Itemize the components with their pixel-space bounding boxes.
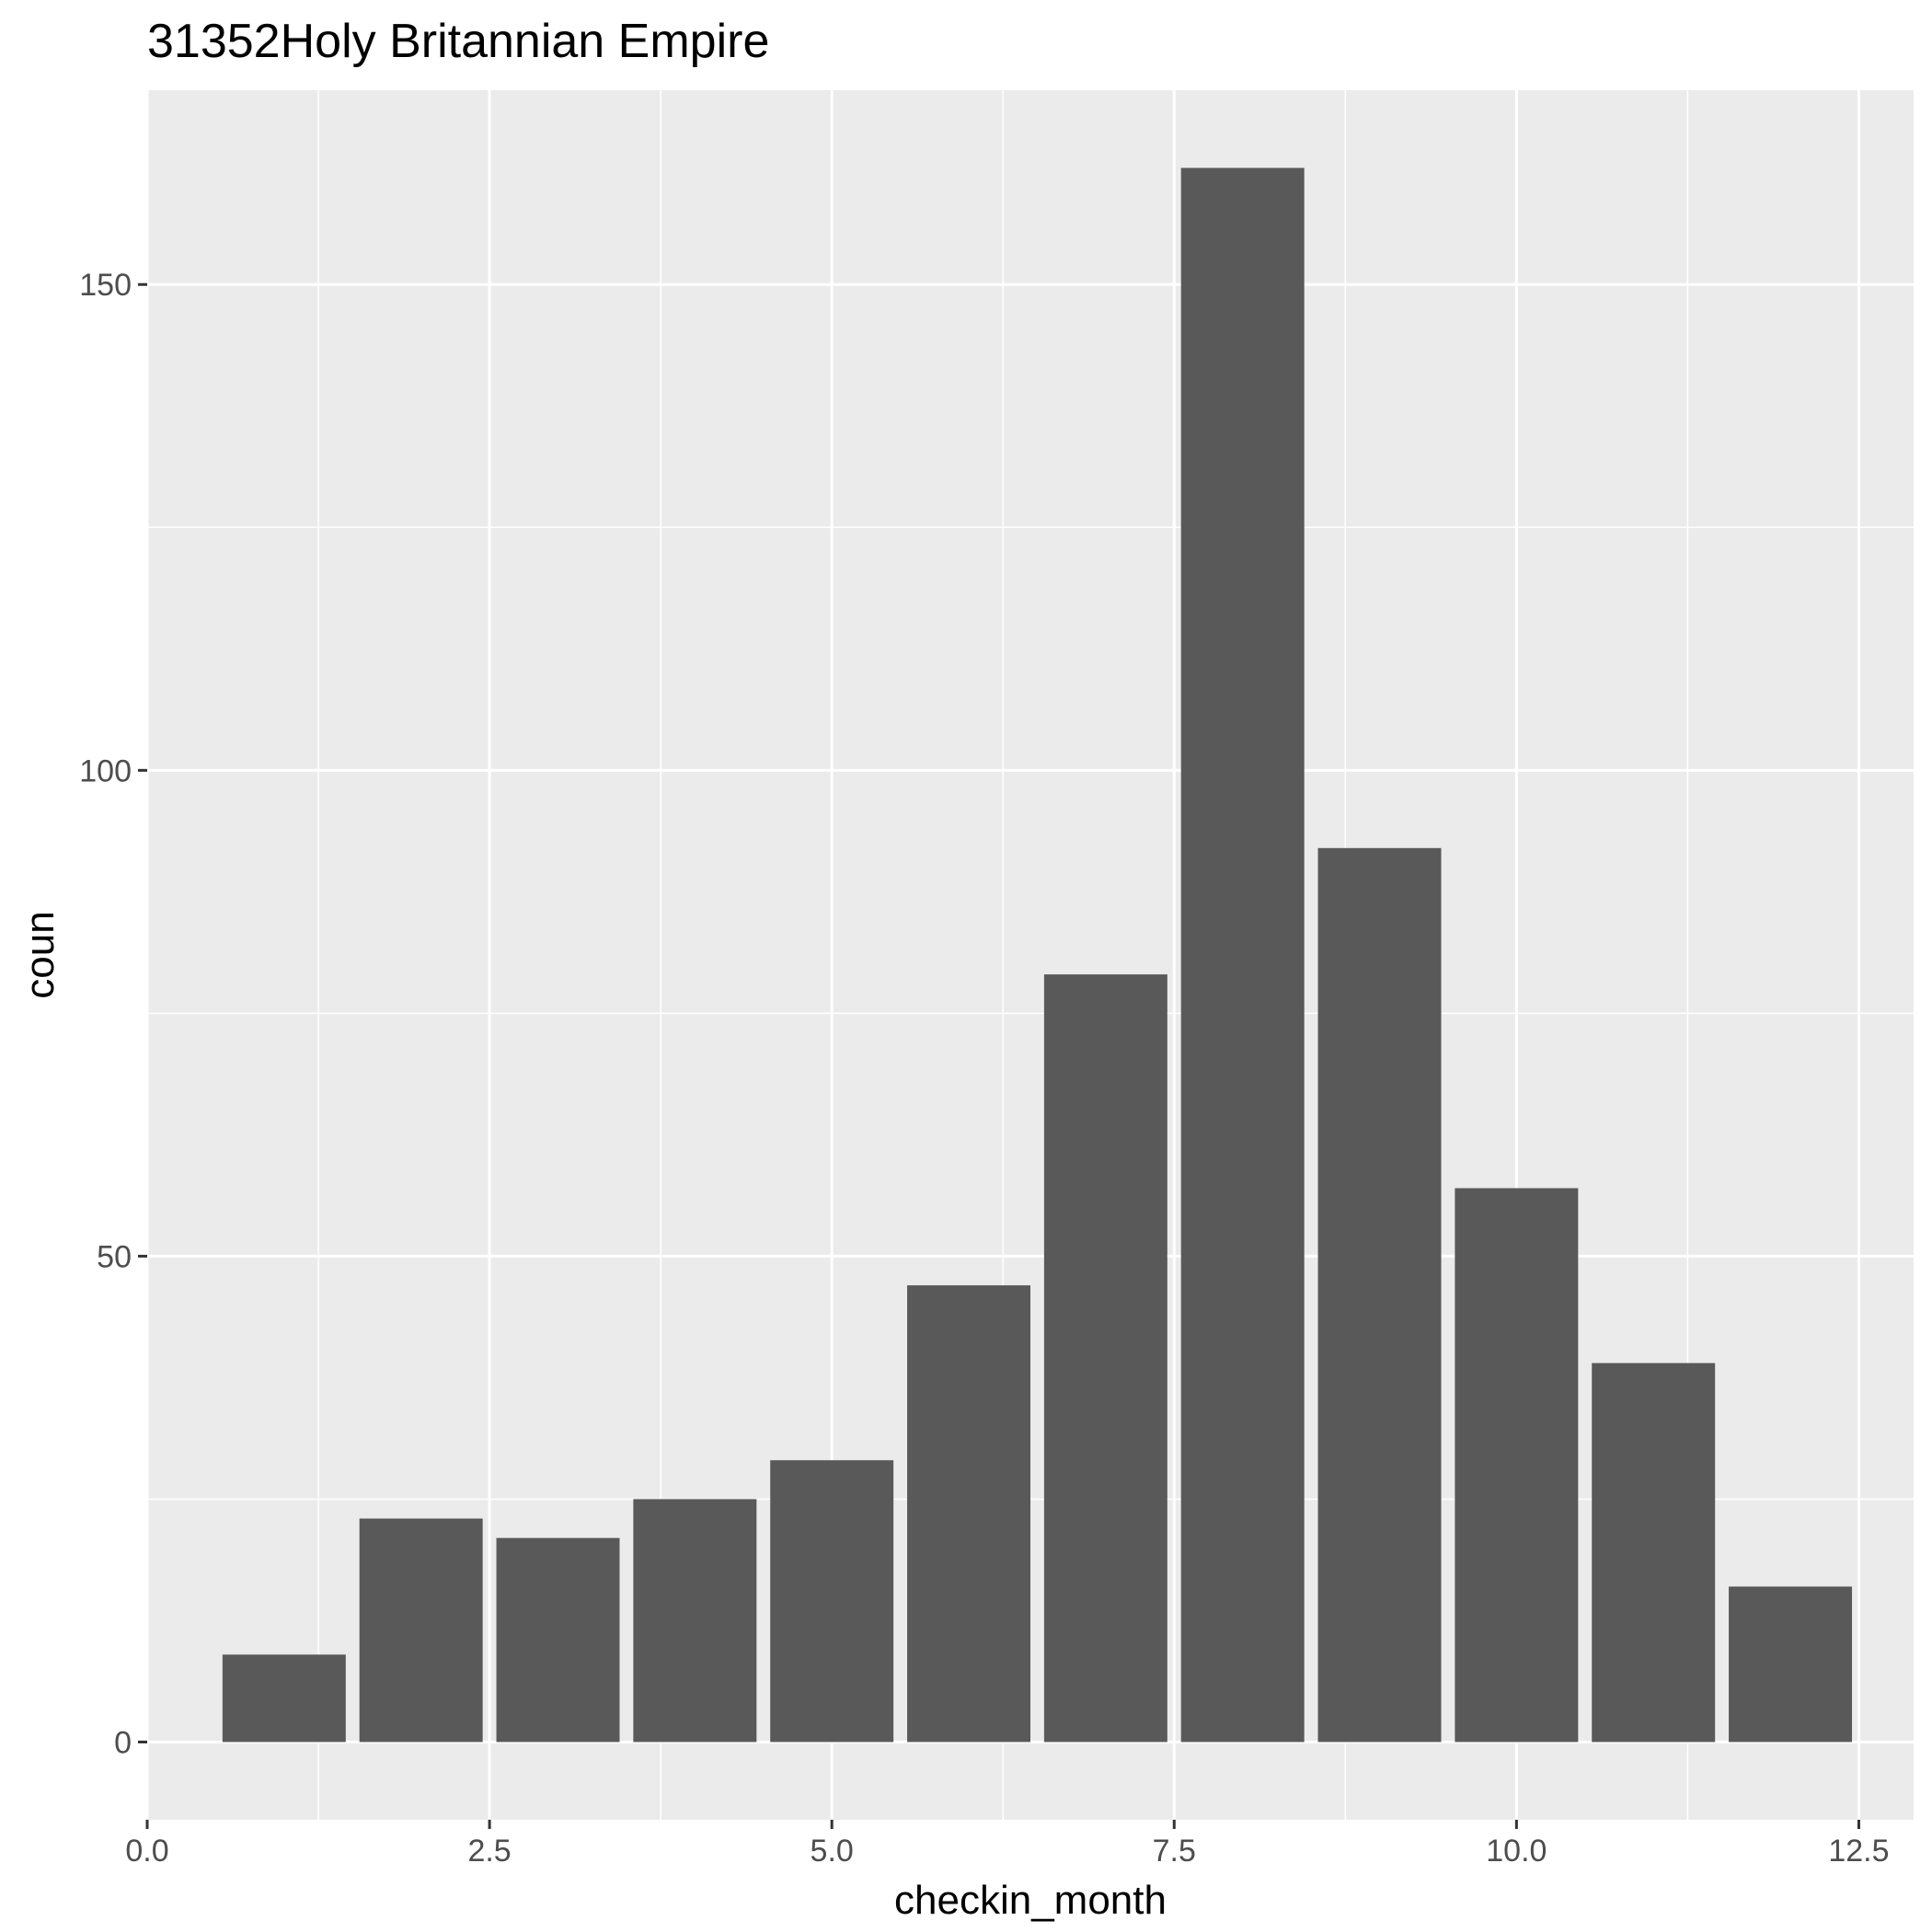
x-tick-label: 0.0 bbox=[125, 1834, 168, 1869]
x-tick-label: 10.0 bbox=[1486, 1834, 1547, 1869]
y-tick-label: 50 bbox=[97, 1239, 132, 1274]
x-tick-label: 2.5 bbox=[467, 1834, 511, 1869]
x-tick-label: 7.5 bbox=[1153, 1834, 1196, 1869]
bar-month-4 bbox=[633, 1499, 757, 1742]
y-tick-label: 150 bbox=[79, 268, 132, 303]
x-tick-label: 12.5 bbox=[1828, 1834, 1889, 1869]
y-tick-label: 0 bbox=[114, 1726, 132, 1761]
bar-month-6 bbox=[907, 1285, 1030, 1742]
bar-month-7 bbox=[1043, 974, 1167, 1742]
y-tick-label: 100 bbox=[79, 753, 132, 788]
bar-month-10 bbox=[1455, 1188, 1579, 1742]
bar-month-5 bbox=[770, 1460, 894, 1742]
chart-title: 31352Holy Britannian Empire bbox=[147, 15, 769, 68]
bar-month-3 bbox=[496, 1537, 620, 1742]
bar-month-1 bbox=[222, 1654, 346, 1742]
bar-month-8 bbox=[1180, 167, 1305, 1742]
bar-month-12 bbox=[1729, 1586, 1853, 1742]
y-axis-title: coun bbox=[17, 911, 63, 998]
y-axis: 0 50 100 150 bbox=[79, 268, 147, 1761]
bar-month-2 bbox=[359, 1518, 483, 1742]
x-axis: 0.0 2.5 5.0 7.5 10.0 12.5 bbox=[125, 1820, 1890, 1869]
bar-month-9 bbox=[1317, 847, 1442, 1742]
bar-month-11 bbox=[1592, 1363, 1716, 1742]
bars bbox=[222, 167, 1853, 1742]
x-axis-title: checkin_month bbox=[894, 1878, 1167, 1923]
x-tick-label: 5.0 bbox=[811, 1834, 854, 1869]
